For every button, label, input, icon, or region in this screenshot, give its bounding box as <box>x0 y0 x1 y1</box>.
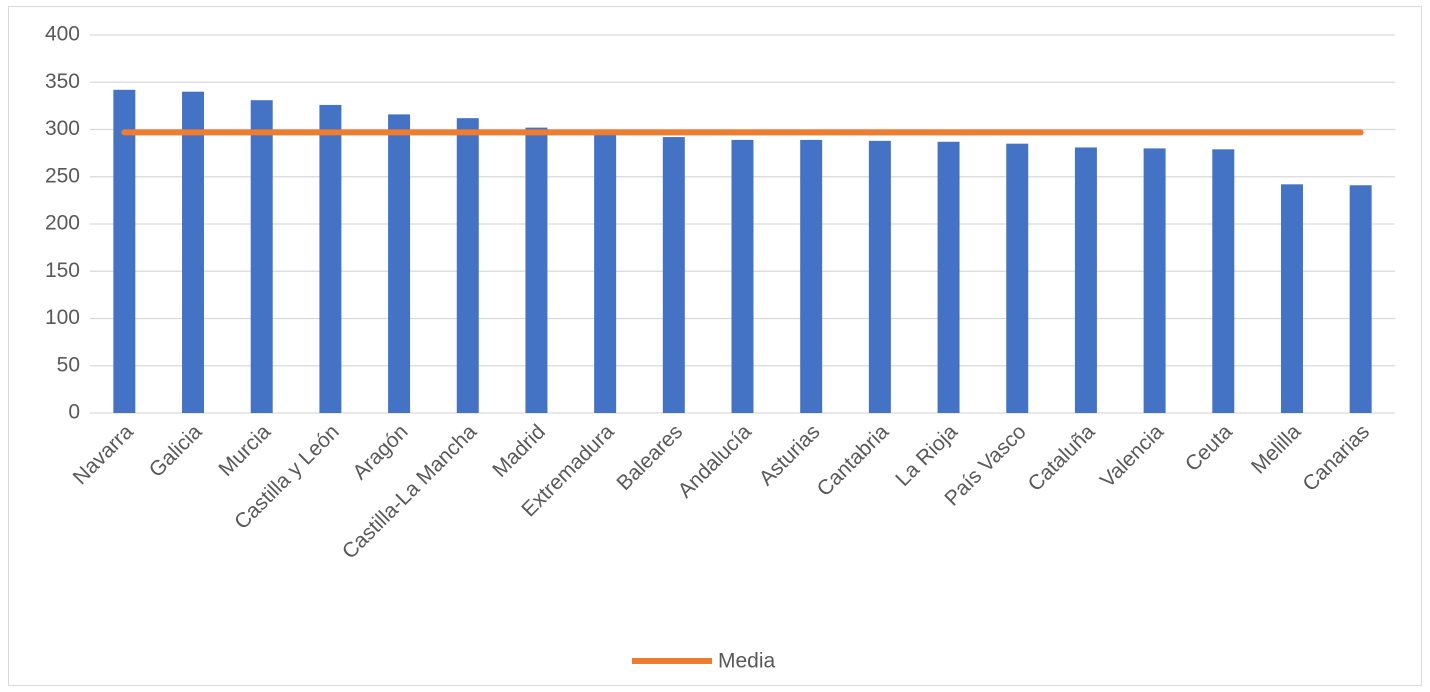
bar <box>868 140 891 413</box>
bar <box>525 127 548 414</box>
bar <box>1074 147 1097 413</box>
bar <box>937 141 960 413</box>
y-tick-label: 250 <box>45 164 80 187</box>
legend-label: Media <box>718 650 776 673</box>
bar <box>182 91 205 413</box>
bar <box>731 139 754 413</box>
bar <box>388 114 411 413</box>
y-tick-label: 150 <box>45 259 80 282</box>
bar <box>1349 185 1372 413</box>
bar <box>800 139 823 413</box>
bar <box>594 131 617 413</box>
bar <box>113 89 136 413</box>
y-tick-label: 0 <box>68 401 80 424</box>
y-tick-label: 100 <box>45 306 80 329</box>
bar <box>1006 143 1029 414</box>
bar <box>662 137 685 413</box>
y-tick-label: 400 <box>45 23 80 46</box>
bar <box>456 118 479 413</box>
bar <box>250 100 273 413</box>
y-tick-label: 50 <box>57 353 80 376</box>
bar <box>319 104 342 414</box>
bar <box>1280 184 1303 413</box>
y-tick-label: 200 <box>45 212 80 235</box>
bar <box>1212 149 1235 413</box>
y-tick-label: 300 <box>45 117 80 140</box>
y-tick-label: 350 <box>45 70 80 93</box>
chart-border <box>8 6 1422 686</box>
bar <box>1143 148 1166 413</box>
